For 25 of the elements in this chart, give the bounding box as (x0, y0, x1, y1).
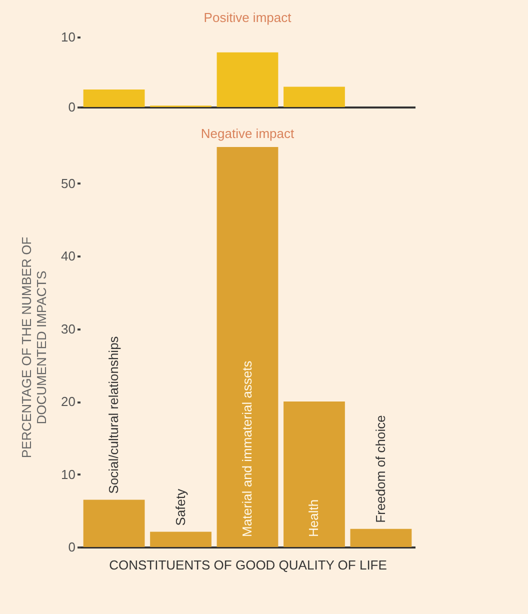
y-tick-label: 50 (61, 176, 76, 191)
chart-title: Positive impact (204, 10, 292, 25)
y-tick-label: 20 (61, 394, 76, 410)
bar (216, 147, 278, 547)
y-tick-label: 40 (61, 248, 76, 264)
x-tick-label: Health (306, 499, 322, 537)
y-tick-label: 30 (61, 321, 76, 336)
bar (284, 402, 345, 547)
y-axis-title: PERCENTAGE OF THE NUMBER OF DOCUMENTED IMPACTS (19, 236, 50, 458)
y-tick-label: 0 (68, 100, 76, 114)
bar (150, 532, 212, 547)
x-tick-label: Safety (172, 488, 188, 526)
bar (284, 86, 345, 107)
y-tick-label: 10 (61, 30, 76, 44)
bar (83, 90, 145, 107)
bar (350, 528, 412, 547)
y-tick-label: 10 (61, 466, 76, 482)
x-tick-label: Social/cultural relationships (106, 336, 122, 494)
x-tick-label: Freedom of choice (372, 415, 388, 523)
chart-title: Negative impact (200, 126, 294, 141)
bar (83, 500, 145, 547)
bar (216, 52, 278, 107)
x-tick-label: Material and immaterial assets (240, 360, 254, 537)
x-axis-title: CONSTITUENTS OF GOOD QUALITY OF LIFE (109, 558, 388, 572)
y-tick-label: 0 (68, 540, 76, 554)
